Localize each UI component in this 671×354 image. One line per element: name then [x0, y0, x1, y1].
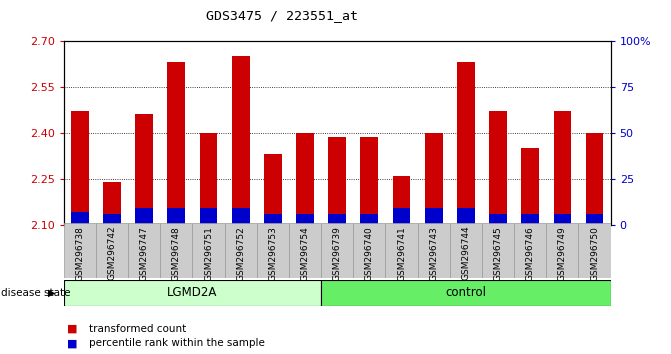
- Bar: [385, 223, 417, 278]
- Bar: [64, 223, 96, 278]
- Bar: [360, 214, 378, 225]
- Bar: [578, 223, 611, 278]
- Bar: [521, 214, 539, 225]
- Bar: [160, 223, 193, 278]
- Text: GSM296740: GSM296740: [365, 226, 374, 280]
- Text: GSM296741: GSM296741: [397, 226, 406, 280]
- Bar: [136, 114, 153, 225]
- Bar: [482, 223, 514, 278]
- Bar: [321, 223, 353, 278]
- Bar: [586, 214, 603, 225]
- Bar: [71, 111, 89, 225]
- Bar: [417, 223, 450, 278]
- Text: ■: ■: [67, 338, 78, 348]
- Bar: [586, 133, 603, 225]
- Text: GSM296742: GSM296742: [107, 226, 117, 280]
- Text: transformed count: transformed count: [89, 324, 186, 333]
- Text: GSM296752: GSM296752: [236, 226, 245, 280]
- Bar: [200, 208, 217, 225]
- Bar: [103, 214, 121, 225]
- Bar: [425, 208, 443, 225]
- Text: disease state: disease state: [1, 288, 71, 298]
- Bar: [360, 137, 378, 225]
- Bar: [328, 137, 346, 225]
- Bar: [231, 208, 250, 225]
- Bar: [96, 223, 128, 278]
- Bar: [289, 223, 321, 278]
- Text: GSM296738: GSM296738: [75, 226, 85, 281]
- Bar: [546, 223, 578, 278]
- Text: GSM296748: GSM296748: [172, 226, 181, 280]
- Bar: [554, 214, 571, 225]
- Bar: [353, 223, 385, 278]
- Bar: [168, 62, 185, 225]
- Text: GSM296751: GSM296751: [204, 226, 213, 281]
- Bar: [450, 223, 482, 278]
- Text: GSM296744: GSM296744: [462, 226, 470, 280]
- Text: GSM296745: GSM296745: [493, 226, 503, 280]
- Bar: [103, 182, 121, 225]
- Text: GSM296743: GSM296743: [429, 226, 438, 280]
- Bar: [264, 154, 282, 225]
- Bar: [264, 214, 282, 225]
- Bar: [200, 133, 217, 225]
- Bar: [296, 133, 314, 225]
- Text: LGMD2A: LGMD2A: [167, 286, 217, 299]
- Bar: [457, 62, 474, 225]
- Bar: [554, 111, 571, 225]
- Text: GSM296754: GSM296754: [301, 226, 309, 280]
- Bar: [521, 148, 539, 225]
- Bar: [64, 280, 321, 306]
- Bar: [136, 208, 153, 225]
- Bar: [296, 214, 314, 225]
- Bar: [425, 133, 443, 225]
- Text: GSM296747: GSM296747: [140, 226, 149, 280]
- Bar: [489, 111, 507, 225]
- Text: GDS3475 / 223551_at: GDS3475 / 223551_at: [206, 9, 358, 22]
- Text: GSM296750: GSM296750: [590, 226, 599, 281]
- Text: GSM296753: GSM296753: [268, 226, 277, 281]
- Bar: [193, 223, 225, 278]
- Text: control: control: [446, 286, 486, 299]
- Text: percentile rank within the sample: percentile rank within the sample: [89, 338, 264, 348]
- Text: ▶: ▶: [48, 288, 55, 298]
- Bar: [514, 223, 546, 278]
- Bar: [257, 223, 289, 278]
- Text: GSM296746: GSM296746: [525, 226, 535, 280]
- Bar: [393, 208, 411, 225]
- Text: ■: ■: [67, 324, 78, 333]
- Text: GSM296749: GSM296749: [558, 226, 567, 280]
- Bar: [168, 208, 185, 225]
- Bar: [393, 176, 411, 225]
- Bar: [328, 214, 346, 225]
- Bar: [71, 212, 89, 225]
- Bar: [457, 208, 474, 225]
- Bar: [128, 223, 160, 278]
- Bar: [321, 280, 611, 306]
- Bar: [225, 223, 257, 278]
- Bar: [231, 56, 250, 225]
- Text: GSM296739: GSM296739: [333, 226, 342, 281]
- Bar: [489, 214, 507, 225]
